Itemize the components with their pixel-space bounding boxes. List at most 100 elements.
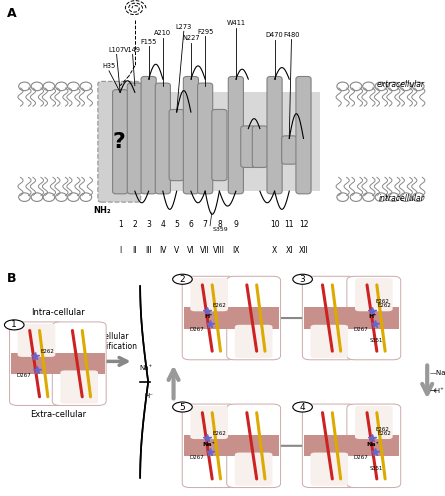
Text: XI: XI <box>286 246 293 255</box>
FancyBboxPatch shape <box>127 83 142 194</box>
Text: X: X <box>272 246 277 255</box>
Text: Na⁺: Na⁺ <box>202 442 215 447</box>
Text: S351: S351 <box>370 466 384 471</box>
Text: 5: 5 <box>180 403 185 412</box>
Bar <box>303 435 355 456</box>
Text: 3: 3 <box>146 220 151 229</box>
Text: 1: 1 <box>12 320 17 329</box>
Bar <box>348 435 400 456</box>
Circle shape <box>173 274 192 284</box>
Text: Cellular
acidification: Cellular acidification <box>91 332 138 351</box>
Text: E262: E262 <box>213 431 227 436</box>
Text: II: II <box>133 246 137 255</box>
FancyBboxPatch shape <box>98 81 141 202</box>
Text: NH₂: NH₂ <box>93 206 111 215</box>
Text: VI: VI <box>187 246 194 255</box>
Bar <box>184 435 235 456</box>
Text: ?: ? <box>113 132 125 152</box>
Text: III: III <box>145 246 152 255</box>
Text: B: B <box>7 272 16 285</box>
FancyBboxPatch shape <box>347 276 400 360</box>
FancyBboxPatch shape <box>53 322 106 405</box>
FancyBboxPatch shape <box>169 110 184 181</box>
Text: E262: E262 <box>213 303 227 308</box>
Text: →H⁺: →H⁺ <box>429 388 444 394</box>
Text: 11: 11 <box>284 220 294 229</box>
FancyBboxPatch shape <box>10 322 63 405</box>
Text: D267: D267 <box>354 455 368 460</box>
Text: VII: VII <box>200 246 210 255</box>
FancyBboxPatch shape <box>241 126 256 168</box>
Text: E262: E262 <box>378 303 392 308</box>
FancyBboxPatch shape <box>18 324 55 357</box>
Text: L107: L107 <box>109 47 125 53</box>
Bar <box>11 353 62 374</box>
Text: I: I <box>119 246 121 255</box>
FancyBboxPatch shape <box>282 136 297 164</box>
Text: 2: 2 <box>180 275 185 284</box>
Text: Na⁺: Na⁺ <box>140 365 153 371</box>
Text: extracellular: extracellular <box>377 80 425 89</box>
Text: H⁺: H⁺ <box>204 314 213 319</box>
FancyBboxPatch shape <box>198 83 213 194</box>
FancyBboxPatch shape <box>355 406 392 439</box>
FancyBboxPatch shape <box>182 276 236 360</box>
FancyBboxPatch shape <box>212 110 227 181</box>
Text: S351: S351 <box>370 338 384 343</box>
Bar <box>228 308 279 328</box>
Text: D267: D267 <box>354 327 368 332</box>
Text: N227: N227 <box>182 35 200 41</box>
Text: IV: IV <box>159 246 166 255</box>
FancyBboxPatch shape <box>227 276 281 360</box>
FancyBboxPatch shape <box>227 404 281 488</box>
Text: XII: XII <box>299 246 308 255</box>
FancyBboxPatch shape <box>155 83 170 194</box>
Bar <box>53 353 105 374</box>
FancyBboxPatch shape <box>235 452 272 486</box>
FancyBboxPatch shape <box>311 325 348 358</box>
Bar <box>228 435 279 456</box>
Text: H⁺: H⁺ <box>369 314 377 319</box>
Bar <box>348 308 400 328</box>
FancyBboxPatch shape <box>183 76 198 194</box>
Text: F295: F295 <box>197 29 213 35</box>
FancyBboxPatch shape <box>347 404 400 488</box>
Text: 9: 9 <box>234 220 238 229</box>
FancyBboxPatch shape <box>113 90 128 194</box>
Circle shape <box>293 274 312 284</box>
Text: E262: E262 <box>376 300 389 305</box>
FancyBboxPatch shape <box>355 278 392 311</box>
Text: 10: 10 <box>270 220 279 229</box>
Text: H35: H35 <box>102 63 116 69</box>
Bar <box>303 308 355 328</box>
FancyBboxPatch shape <box>252 126 267 168</box>
Text: S359: S359 <box>212 228 228 233</box>
Text: IX: IX <box>232 246 239 255</box>
FancyBboxPatch shape <box>311 452 348 486</box>
Text: —Na⁺: —Na⁺ <box>429 370 445 376</box>
Text: D267: D267 <box>189 327 204 332</box>
Text: 7: 7 <box>203 220 207 229</box>
Text: 6: 6 <box>189 220 193 229</box>
Circle shape <box>293 402 312 412</box>
FancyBboxPatch shape <box>190 406 228 439</box>
Text: 8: 8 <box>217 220 222 229</box>
Text: 5: 5 <box>174 220 179 229</box>
FancyBboxPatch shape <box>190 278 228 311</box>
Text: 12: 12 <box>299 220 308 229</box>
Text: L273: L273 <box>176 24 192 30</box>
Text: A: A <box>7 7 16 20</box>
Text: 1: 1 <box>118 220 122 229</box>
Bar <box>98 92 320 191</box>
Text: Na⁺: Na⁺ <box>367 442 380 447</box>
Text: 2: 2 <box>133 220 137 229</box>
Text: Intra-cellular: Intra-cellular <box>31 308 85 317</box>
FancyBboxPatch shape <box>141 76 156 194</box>
FancyBboxPatch shape <box>61 371 98 404</box>
FancyBboxPatch shape <box>228 76 243 194</box>
Circle shape <box>173 402 192 412</box>
Text: A210: A210 <box>154 30 171 36</box>
Text: E262: E262 <box>40 349 54 354</box>
Text: E262: E262 <box>378 431 392 436</box>
Text: Extra-cellular: Extra-cellular <box>30 411 86 420</box>
